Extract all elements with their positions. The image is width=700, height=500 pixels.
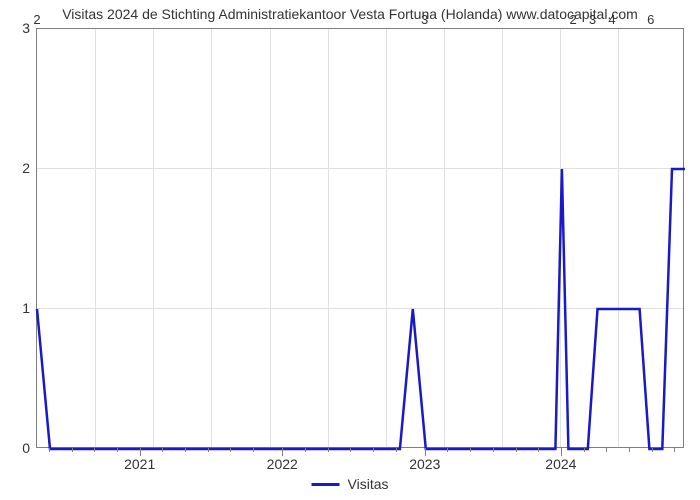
xtick-minor bbox=[674, 448, 675, 452]
xtick-minor bbox=[328, 448, 329, 452]
xtick-minor bbox=[373, 448, 374, 452]
xtick-minor bbox=[94, 448, 95, 452]
xtick-label: 2021 bbox=[124, 456, 155, 472]
xtick-major bbox=[425, 448, 426, 456]
xtick-top-label: 4 bbox=[608, 12, 615, 27]
xtick-minor bbox=[185, 448, 186, 452]
ytick-label: 0 bbox=[14, 440, 30, 456]
xtick-label: 2022 bbox=[267, 456, 298, 472]
xtick-minor bbox=[117, 448, 118, 452]
chart-wrapper: 232346 0 1 2 3 2021202220232024 bbox=[36, 28, 684, 448]
xtick-top-label: 3 bbox=[589, 12, 596, 27]
ytick-label: 1 bbox=[14, 300, 30, 316]
xtick-minor bbox=[652, 448, 653, 452]
xtick-major bbox=[282, 448, 283, 456]
legend: Visitas bbox=[312, 476, 389, 492]
xtick-minor bbox=[606, 448, 607, 452]
xtick-minor bbox=[49, 448, 50, 452]
ytick-label: 3 bbox=[14, 20, 30, 36]
xtick-label: 2024 bbox=[545, 456, 576, 472]
legend-label: Visitas bbox=[348, 476, 389, 492]
xtick-top-label: 2 bbox=[570, 12, 577, 27]
xtick-major bbox=[561, 448, 562, 456]
xtick-minor bbox=[584, 448, 585, 452]
xtick-minor bbox=[350, 448, 351, 452]
xtick-minor bbox=[396, 448, 397, 452]
xtick-top-label: 3 bbox=[421, 12, 428, 27]
visits-line bbox=[37, 29, 685, 449]
xtick-top-label: 6 bbox=[647, 12, 654, 27]
xtick-minor bbox=[305, 448, 306, 452]
xtick-label: 2023 bbox=[409, 456, 440, 472]
xtick-minor bbox=[72, 448, 73, 452]
xtick-minor bbox=[629, 448, 630, 452]
plot-area: 232346 bbox=[36, 28, 684, 448]
xtick-minor bbox=[493, 448, 494, 452]
xtick-minor bbox=[470, 448, 471, 452]
xtick-top-label: 2 bbox=[33, 12, 40, 27]
legend-swatch bbox=[312, 483, 340, 486]
xtick-major bbox=[140, 448, 141, 456]
xtick-minor bbox=[253, 448, 254, 452]
xtick-minor bbox=[162, 448, 163, 452]
xtick-minor bbox=[230, 448, 231, 452]
xtick-minor bbox=[208, 448, 209, 452]
xtick-minor bbox=[538, 448, 539, 452]
xtick-minor bbox=[447, 448, 448, 452]
ytick-label: 2 bbox=[14, 160, 30, 176]
xtick-minor bbox=[516, 448, 517, 452]
